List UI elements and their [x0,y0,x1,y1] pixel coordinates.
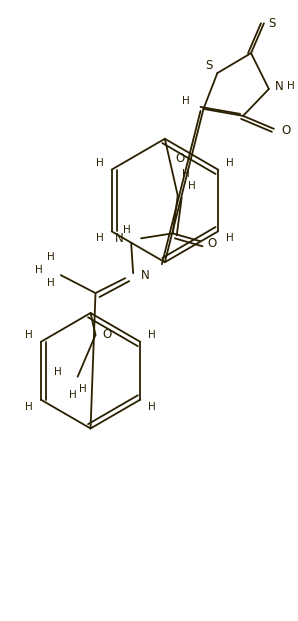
Text: H: H [148,402,156,412]
Text: H: H [188,181,195,191]
Text: H: H [47,278,55,288]
Text: H: H [123,225,131,235]
Text: H: H [226,233,234,243]
Text: H: H [96,233,103,243]
Text: H: H [148,330,156,340]
Text: S: S [206,58,213,71]
Text: H: H [25,330,33,340]
Text: H: H [226,158,234,168]
Text: H: H [47,252,55,262]
Text: O: O [208,237,217,250]
Text: H: H [182,96,190,106]
Text: S: S [268,17,276,30]
Text: H: H [35,265,43,275]
Text: H: H [96,158,103,168]
Text: H: H [287,81,294,91]
Text: N: N [115,232,124,245]
Text: H: H [182,169,190,179]
Text: H: H [69,389,77,400]
Text: N: N [274,79,283,93]
Text: O: O [175,152,184,165]
Text: O: O [103,329,112,342]
Text: H: H [25,402,33,412]
Text: H: H [79,384,86,394]
Text: N: N [141,269,149,282]
Text: O: O [281,124,290,137]
Text: H: H [54,367,62,377]
